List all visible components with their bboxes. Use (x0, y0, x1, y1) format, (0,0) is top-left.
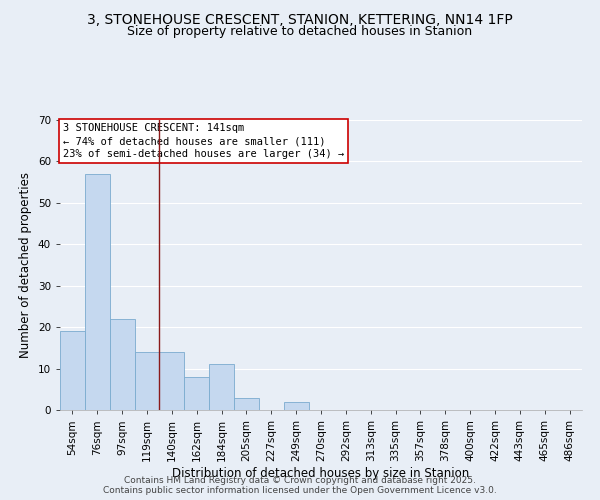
Bar (209, 364, 234, 410)
Bar (184, 377, 209, 410)
Text: 3 STONEHOUSE CRESCENT: 141sqm
← 74% of detached houses are smaller (111)
23% of : 3 STONEHOUSE CRESCENT: 141sqm ← 74% of d… (62, 123, 344, 160)
Text: Size of property relative to detached houses in Stanion: Size of property relative to detached ho… (127, 25, 473, 38)
Bar (110, 319, 134, 410)
Bar (85, 174, 110, 410)
Bar (284, 402, 308, 410)
Bar (160, 352, 184, 410)
Bar (60, 332, 85, 410)
Text: Contains public sector information licensed under the Open Government Licence v3: Contains public sector information licen… (103, 486, 497, 495)
X-axis label: Distribution of detached houses by size in Stanion: Distribution of detached houses by size … (172, 466, 470, 479)
Bar (134, 352, 160, 410)
Y-axis label: Number of detached properties: Number of detached properties (19, 172, 32, 358)
Bar (234, 398, 259, 410)
Text: Contains HM Land Registry data © Crown copyright and database right 2025.: Contains HM Land Registry data © Crown c… (124, 476, 476, 485)
Text: 3, STONEHOUSE CRESCENT, STANION, KETTERING, NN14 1FP: 3, STONEHOUSE CRESCENT, STANION, KETTERI… (87, 12, 513, 26)
